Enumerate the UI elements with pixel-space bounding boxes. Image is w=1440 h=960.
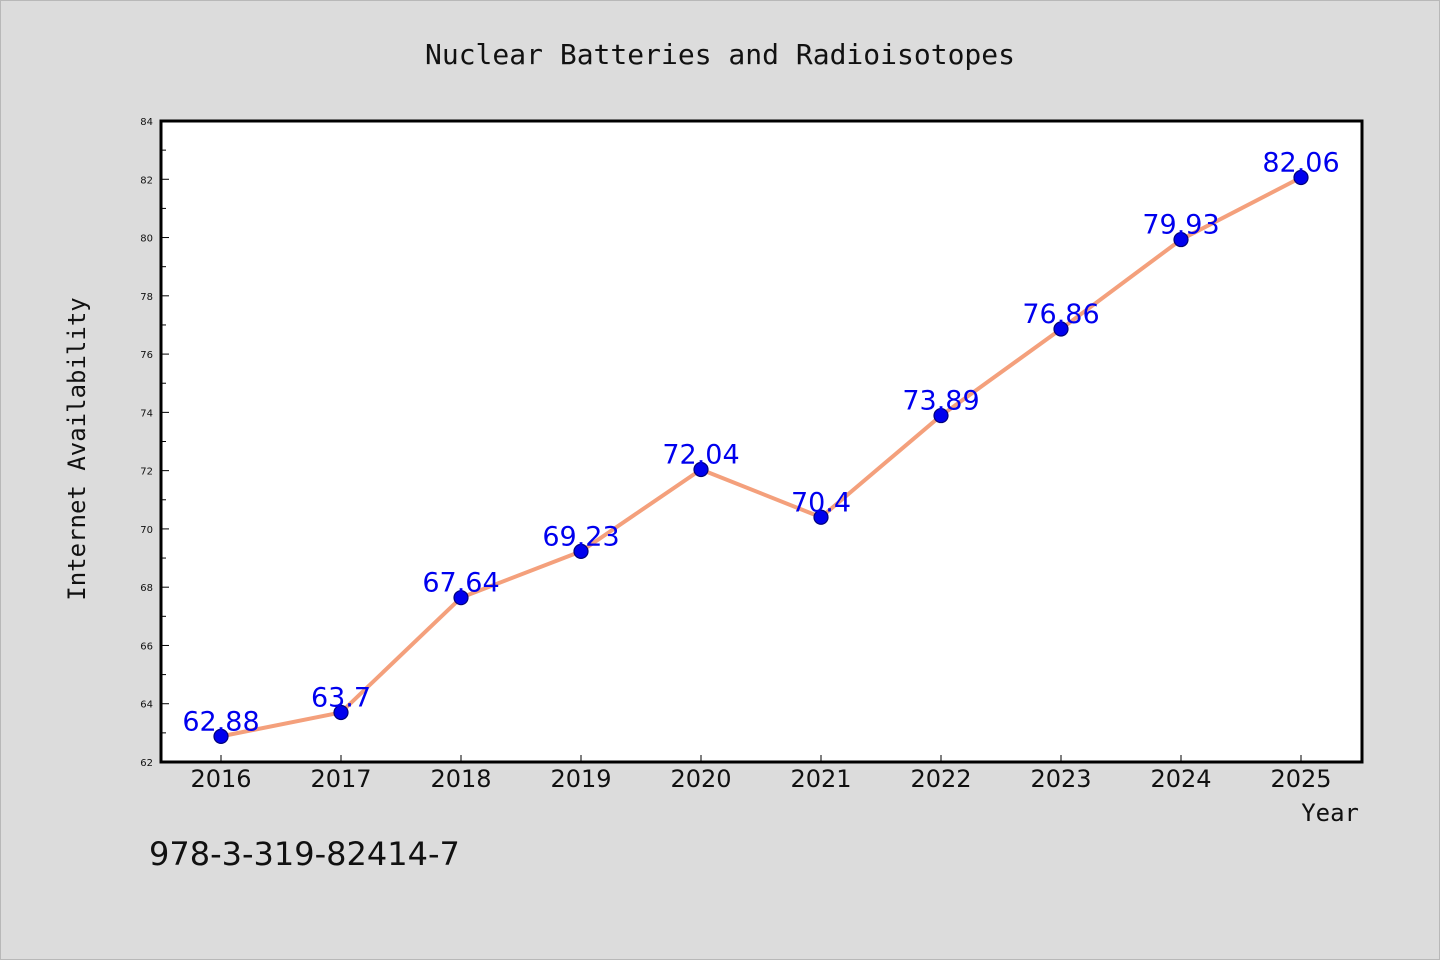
data-point (453, 590, 469, 606)
x-tick-label: 2024 (1150, 765, 1211, 793)
x-tick-label: 2019 (550, 765, 611, 793)
x-axis: 2016 2017 2018 2019 2020 2021 2022 2023 2024 2025 (190, 755, 1332, 793)
data-label: 70.4 (791, 487, 851, 518)
data-label: 69.23 (542, 521, 619, 552)
y-tick-label: 62 (140, 758, 153, 769)
data-point (1293, 169, 1309, 186)
x-tick-label: 2016 (190, 765, 251, 793)
x-tick-label: 2023 (1030, 765, 1091, 793)
data-point (213, 728, 229, 744)
x-axis-label: Year (1301, 799, 1359, 827)
data-label: 67.64 (422, 568, 499, 599)
data-label: 72.04 (662, 439, 739, 470)
data-point (933, 407, 949, 424)
x-tick-label: 2018 (430, 765, 491, 793)
data-point (693, 461, 709, 478)
data-label: 62.88 (182, 706, 259, 737)
plot-area (159, 119, 1364, 764)
data-point (1173, 231, 1189, 248)
chart-title: Nuclear Batteries and Radioisotopes (425, 38, 1015, 71)
data-point (1053, 321, 1069, 337)
data-point (573, 543, 589, 559)
y-tick-label: 78 (140, 292, 153, 303)
y-tick-label: 80 (140, 234, 153, 245)
isbn-footnote: 978-3-319-82414-7 (149, 835, 460, 873)
data-label: 76.86 (1022, 299, 1099, 330)
x-tick-label: 2025 (1270, 765, 1331, 793)
x-tick-label: 2021 (790, 765, 851, 793)
x-tick-label: 2022 (910, 765, 971, 793)
y-axis: 62 64 66 68 70 72 74 76 78 80 82 84 (140, 117, 169, 769)
data-point (333, 704, 349, 721)
series: 62.88 63.7 67.64 69.23 72.04 70.4 73.89 76.86 79… (182, 148, 1340, 744)
data-label: 79.93 (1142, 210, 1219, 241)
y-tick-label: 66 (140, 641, 153, 652)
y-tick-label: 70 (140, 525, 153, 536)
y-tick-label: 72 (140, 467, 153, 478)
data-point (813, 509, 829, 525)
data-label: 82.06 (1262, 148, 1339, 179)
y-tick-label: 76 (140, 350, 153, 361)
y-axis-label: Internet Availability (63, 297, 91, 600)
y-tick-label: 82 (140, 175, 153, 186)
series-line (220, 175, 1302, 739)
data-label: 63.7 (311, 682, 371, 713)
x-tick-label: 2020 (670, 765, 731, 793)
y-tick-label: 68 (140, 583, 153, 594)
y-tick-label: 64 (140, 700, 153, 711)
data-label: 73.89 (902, 386, 979, 417)
y-tick-label: 74 (140, 408, 153, 419)
x-tick-label: 2017 (310, 765, 371, 793)
y-tick-label: 84 (140, 117, 153, 128)
